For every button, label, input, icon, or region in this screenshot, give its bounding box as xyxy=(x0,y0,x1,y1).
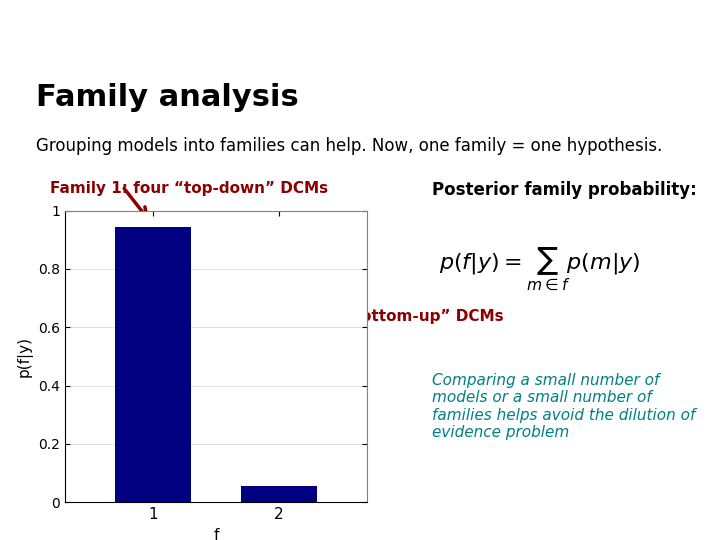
Text: $p(f|y) = \sum_{m \in f} p(m|y)$: $p(f|y) = \sum_{m \in f} p(m|y)$ xyxy=(439,245,641,293)
Text: Family analysis: Family analysis xyxy=(36,83,299,112)
X-axis label: f: f xyxy=(213,528,219,540)
Text: Posterior family probability:: Posterior family probability: xyxy=(432,181,697,199)
Y-axis label: p(f|y): p(f|y) xyxy=(17,336,32,377)
Text: Family 1: four “top-down” DCMs: Family 1: four “top-down” DCMs xyxy=(50,181,328,196)
Bar xyxy=(115,227,191,502)
Text: Grouping models into families can help. Now, one family = one hypothesis.: Grouping models into families can help. … xyxy=(36,137,662,155)
Text: Family 2: four “bottom-up” DCMs: Family 2: four “bottom-up” DCMs xyxy=(216,309,503,324)
Text: Comparing a small number of
models or a small number of
families helps avoid the: Comparing a small number of models or a … xyxy=(432,373,696,440)
Bar xyxy=(241,486,317,502)
Text: ⚐UCL: ⚐UCL xyxy=(621,12,698,36)
